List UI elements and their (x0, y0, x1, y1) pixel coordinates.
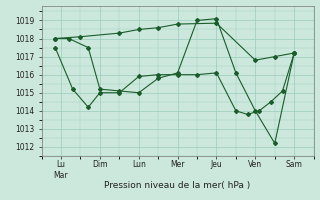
X-axis label: Pression niveau de la mer( hPa ): Pression niveau de la mer( hPa ) (104, 181, 251, 190)
